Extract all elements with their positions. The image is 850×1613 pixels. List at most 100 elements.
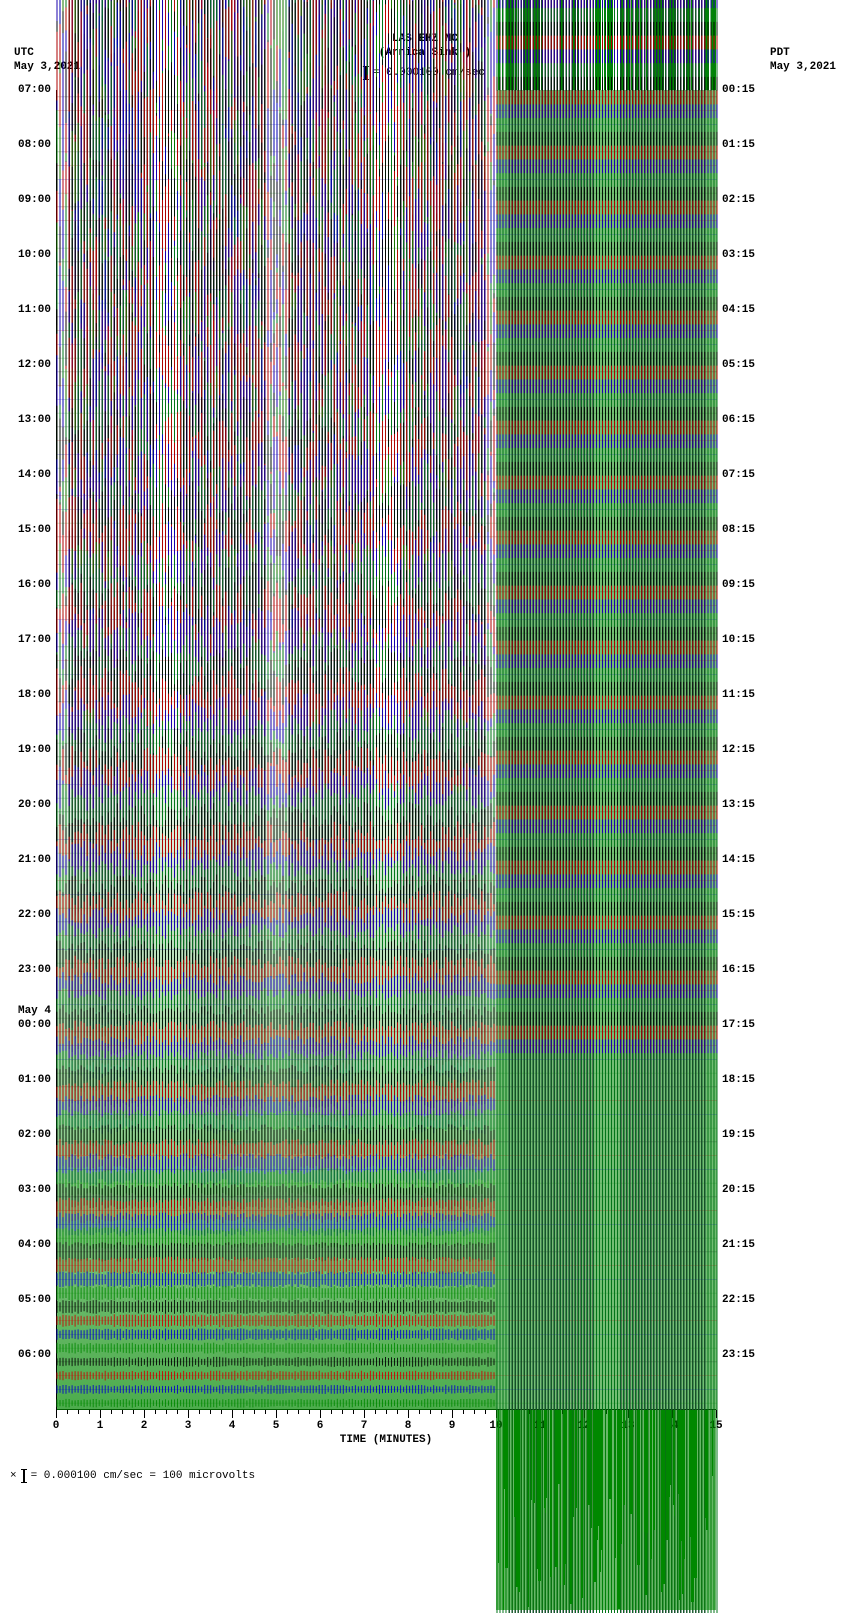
footer-text: = 0.000100 cm/sec = 100 microvolts [31,1470,255,1482]
utc-time-label: 18:00 [7,689,51,701]
pdt-time-label: 05:15 [722,359,766,371]
x-tick-minor [177,1410,178,1414]
x-tick-label: 11 [533,1420,546,1432]
x-tick [100,1410,101,1418]
x-tick-minor [386,1410,387,1414]
tz-left-label: UTC [14,46,80,60]
x-tick-minor [650,1410,651,1414]
x-tick-label: 10 [489,1420,502,1432]
x-tick-minor [353,1410,354,1414]
x-axis: TIME (MINUTES) 0123456789101112131415 [56,1410,716,1450]
x-tick [232,1410,233,1418]
x-tick-minor [199,1410,200,1414]
utc-time-label: 23:00 [7,964,51,976]
utc-time-label: 04:00 [7,1239,51,1251]
x-tick-label: 6 [317,1420,324,1432]
x-tick-minor [694,1410,695,1414]
x-tick-minor [617,1410,618,1414]
pdt-time-label: 19:15 [722,1129,766,1141]
x-tick-minor [474,1410,475,1414]
pdt-time-label: 00:15 [722,84,766,96]
x-tick-minor [639,1410,640,1414]
x-tick-minor [562,1410,563,1414]
utc-time-label: 11:00 [7,304,51,316]
tz-left-date: May 3,2021 [14,60,80,74]
x-tick-label: 1 [97,1420,104,1432]
x-tick-minor [309,1410,310,1414]
pdt-time-label: 15:15 [722,909,766,921]
pdt-time-label: 02:15 [722,194,766,206]
x-tick [144,1410,145,1418]
x-tick [188,1410,189,1418]
utc-time-label: 15:00 [7,524,51,536]
x-tick-minor [419,1410,420,1414]
pdt-time-label: 10:15 [722,634,766,646]
x-tick [716,1410,717,1418]
utc-time-label: 09:00 [7,194,51,206]
x-tick-minor [595,1410,596,1414]
scale-bar-icon [23,1469,25,1483]
x-tick-minor [551,1410,552,1414]
pdt-time-label: 06:15 [722,414,766,426]
x-tick-label: 7 [361,1420,368,1432]
x-tick [672,1410,673,1418]
timezone-right: PDT May 3,2021 [770,46,836,74]
utc-time-label: 06:00 [7,1349,51,1361]
x-tick-minor [287,1410,288,1414]
utc-time-label: 08:00 [7,139,51,151]
x-tick-minor [441,1410,442,1414]
pdt-time-label: 04:15 [722,304,766,316]
utc-time-label: 21:00 [7,854,51,866]
x-tick [408,1410,409,1418]
x-tick-minor [375,1410,376,1414]
pdt-time-label: 12:15 [722,744,766,756]
x-tick-label: 3 [185,1420,192,1432]
x-tick-minor [331,1410,332,1414]
x-tick-minor [133,1410,134,1414]
utc-time-label: 19:00 [7,744,51,756]
pdt-time-label: 17:15 [722,1019,766,1031]
x-tick-label: 13 [621,1420,634,1432]
pdt-time-label: 14:15 [722,854,766,866]
helicorder-plot: 07:0008:0009:0010:0011:0012:0013:0014:00… [56,90,716,1410]
x-tick-minor [397,1410,398,1414]
x-tick-label: 4 [229,1420,236,1432]
x-tick-minor [111,1410,112,1414]
x-tick [452,1410,453,1418]
pdt-time-label: 03:15 [722,249,766,261]
x-tick-minor [507,1410,508,1414]
x-tick [276,1410,277,1418]
utc-time-label: 10:00 [7,249,51,261]
utc-time-label: 13:00 [7,414,51,426]
x-tick-minor [243,1410,244,1414]
x-tick-minor [254,1410,255,1414]
x-tick-label: 2 [141,1420,148,1432]
x-tick-label: 9 [449,1420,456,1432]
x-tick [628,1410,629,1418]
x-tick-minor [298,1410,299,1414]
x-tick-minor [683,1410,684,1414]
footer-prefix: × [10,1470,17,1482]
pdt-time-label: 01:15 [722,139,766,151]
x-tick-label: 14 [665,1420,678,1432]
x-tick [540,1410,541,1418]
utc-time-label: 16:00 [7,579,51,591]
utc-time-label: 22:00 [7,909,51,921]
pdt-time-label: 07:15 [722,469,766,481]
utc-time-label: 12:00 [7,359,51,371]
x-tick-minor [573,1410,574,1414]
pdt-time-label: 21:15 [722,1239,766,1251]
footer: × = 0.000100 cm/sec = 100 microvolts [10,1469,255,1483]
x-tick [56,1410,57,1418]
x-tick-minor [122,1410,123,1414]
scale-bar-icon [365,66,367,80]
utc-time-label: 00:00 [7,1019,51,1031]
x-tick-label: 8 [405,1420,412,1432]
x-tick-minor [518,1410,519,1414]
x-tick-minor [661,1410,662,1414]
utc-time-label: 02:00 [7,1129,51,1141]
scale-label: = 0.000100 cm/sec [373,67,485,79]
pdt-time-label: 13:15 [722,799,766,811]
x-tick-label: 15 [709,1420,722,1432]
utc-time-label: May 4 [7,1005,51,1017]
